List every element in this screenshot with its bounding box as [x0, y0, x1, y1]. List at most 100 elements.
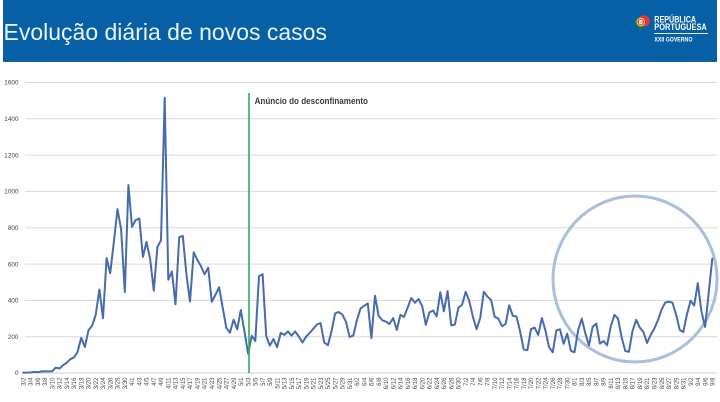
svg-text:8/7: 8/7: [595, 377, 601, 386]
svg-text:5/7: 5/7: [261, 377, 267, 386]
svg-text:3/14: 3/14: [65, 377, 71, 389]
svg-text:4/9: 4/9: [159, 377, 165, 386]
svg-text:5/25: 5/25: [326, 377, 332, 389]
svg-text:PORTUGUESA: PORTUGUESA: [654, 22, 707, 33]
svg-text:7/6: 7/6: [478, 377, 484, 386]
svg-text:6/20: 6/20: [420, 377, 426, 389]
svg-text:3/12: 3/12: [58, 377, 64, 389]
svg-text:4/7: 4/7: [152, 377, 158, 386]
svg-text:7/22: 7/22: [536, 377, 542, 389]
svg-text:8/19: 8/19: [638, 377, 644, 389]
svg-text:REPÚBLICA: REPÚBLICA: [654, 14, 696, 26]
svg-text:4/5: 4/5: [145, 377, 151, 386]
svg-text:7/4: 7/4: [471, 377, 477, 386]
svg-text:4/29: 4/29: [232, 377, 238, 389]
svg-text:7/16: 7/16: [515, 377, 521, 389]
svg-text:Anúncio do desconfinamento: Anúncio do desconfinamento: [255, 96, 369, 107]
svg-text:4/23: 4/23: [210, 377, 216, 389]
svg-text:5/19: 5/19: [304, 377, 310, 389]
svg-text:3/28: 3/28: [116, 377, 122, 389]
svg-text:8/5: 8/5: [587, 377, 593, 386]
svg-text:1600: 1600: [4, 80, 19, 87]
svg-text:3/6: 3/6: [36, 377, 42, 386]
svg-text:7/10: 7/10: [493, 377, 499, 389]
svg-text:400: 400: [8, 298, 19, 305]
svg-text:8/9: 8/9: [602, 377, 608, 386]
svg-text:6/22: 6/22: [428, 377, 434, 389]
svg-text:4/3: 4/3: [138, 377, 144, 386]
svg-text:4/11: 4/11: [167, 377, 173, 389]
svg-text:5/31: 5/31: [348, 377, 354, 389]
svg-text:600: 600: [8, 261, 19, 268]
svg-text:4/25: 4/25: [217, 377, 223, 389]
svg-text:9/4: 9/4: [696, 377, 702, 386]
svg-text:XXII GOVERNO: XXII GOVERNO: [654, 37, 692, 44]
svg-text:8/31: 8/31: [682, 377, 688, 389]
svg-text:6/4: 6/4: [362, 377, 368, 386]
svg-text:9/2: 9/2: [689, 377, 695, 386]
svg-text:7/24: 7/24: [544, 377, 550, 389]
svg-text:6/14: 6/14: [399, 377, 405, 389]
svg-text:1200: 1200: [4, 152, 19, 159]
svg-text:5/21: 5/21: [312, 377, 318, 389]
svg-text:5/5: 5/5: [254, 377, 260, 386]
svg-text:7/2: 7/2: [464, 377, 470, 386]
svg-text:7/28: 7/28: [558, 377, 564, 389]
svg-text:7/26: 7/26: [551, 377, 557, 389]
svg-text:5/17: 5/17: [297, 377, 303, 389]
svg-text:7/12: 7/12: [500, 377, 506, 389]
svg-text:3/24: 3/24: [101, 377, 107, 389]
svg-text:6/16: 6/16: [406, 377, 412, 389]
svg-text:5/13: 5/13: [283, 377, 289, 389]
svg-text:4/17: 4/17: [188, 377, 194, 389]
svg-text:6/8: 6/8: [377, 377, 383, 386]
svg-text:3/4: 3/4: [29, 377, 35, 386]
svg-text:8/17: 8/17: [631, 377, 637, 389]
svg-text:4/1: 4/1: [130, 377, 136, 386]
svg-text:5/1: 5/1: [239, 377, 245, 386]
svg-text:1000: 1000: [4, 189, 19, 196]
svg-text:6/26: 6/26: [442, 377, 448, 389]
svg-text:1400: 1400: [4, 116, 19, 123]
svg-text:3/8: 3/8: [43, 377, 49, 386]
svg-text:3/16: 3/16: [72, 377, 78, 389]
svg-text:5/11: 5/11: [275, 377, 281, 389]
svg-text:5/23: 5/23: [319, 377, 325, 389]
svg-text:0: 0: [15, 370, 19, 377]
svg-text:9/8: 9/8: [711, 377, 717, 386]
svg-text:8/15: 8/15: [624, 377, 630, 389]
svg-text:6/28: 6/28: [449, 377, 455, 389]
svg-text:3/20: 3/20: [87, 377, 93, 389]
svg-text:7/8: 7/8: [486, 377, 492, 386]
svg-text:8/23: 8/23: [653, 377, 659, 389]
svg-text:8/11: 8/11: [609, 377, 615, 389]
svg-text:5/15: 5/15: [290, 377, 296, 389]
svg-text:8/29: 8/29: [674, 377, 680, 389]
svg-text:8/21: 8/21: [645, 377, 651, 389]
svg-text:800: 800: [8, 225, 19, 232]
svg-text:4/15: 4/15: [181, 377, 187, 389]
svg-text:3/18: 3/18: [79, 377, 85, 389]
svg-text:7/20: 7/20: [529, 377, 535, 389]
svg-text:4/19: 4/19: [196, 377, 202, 389]
svg-text:3/30: 3/30: [123, 377, 129, 389]
svg-text:6/10: 6/10: [384, 377, 390, 389]
svg-text:7/30: 7/30: [566, 377, 572, 389]
svg-text:3/26: 3/26: [108, 377, 114, 389]
svg-text:5/29: 5/29: [341, 377, 347, 389]
svg-text:6/2: 6/2: [355, 377, 361, 386]
svg-text:200: 200: [8, 334, 19, 341]
svg-text:3/10: 3/10: [50, 377, 56, 389]
svg-text:7/14: 7/14: [507, 377, 513, 389]
svg-text:3/22: 3/22: [94, 377, 100, 389]
svg-text:7/18: 7/18: [522, 377, 528, 389]
svg-text:4/27: 4/27: [225, 377, 231, 389]
svg-text:6/6: 6/6: [370, 377, 376, 386]
svg-text:8/1: 8/1: [573, 377, 579, 386]
svg-text:5/9: 5/9: [268, 377, 274, 386]
svg-text:8/3: 8/3: [580, 377, 586, 386]
svg-text:8/27: 8/27: [667, 377, 673, 389]
svg-text:6/30: 6/30: [457, 377, 463, 389]
svg-text:5/3: 5/3: [246, 377, 252, 386]
svg-text:5/27: 5/27: [333, 377, 339, 389]
